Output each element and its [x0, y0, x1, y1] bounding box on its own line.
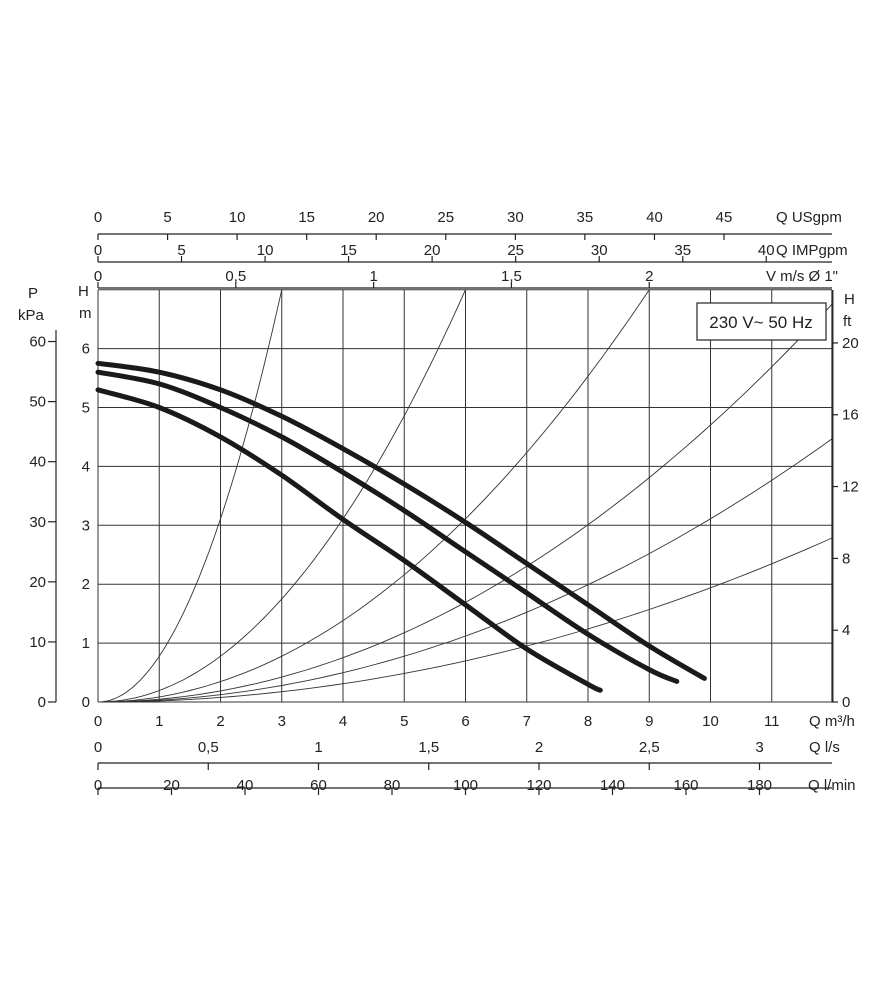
velocity-axis-tick-label: 1 [369, 268, 377, 285]
usgpm-axis-tick-label: 30 [507, 209, 524, 226]
x-tick-label: 5 [400, 713, 408, 730]
pressure-axis-label-unit: kPa [18, 307, 45, 324]
lmin-axis-tick-label: 40 [237, 777, 254, 794]
impgpm-axis-label: Q IMPgpm [776, 242, 848, 259]
y-tick-label: 6 [82, 341, 90, 358]
usgpm-axis-tick-label: 20 [368, 209, 385, 226]
feet-axis-label-h: H [844, 291, 855, 308]
lmin-axis-tick-label: 20 [163, 777, 180, 794]
usgpm-axis-tick-label: 45 [716, 209, 733, 226]
x-tick-label: 8 [584, 713, 592, 730]
impgpm-axis-tick-label: 40 [758, 242, 775, 259]
lmin-axis-tick-label: 140 [600, 777, 625, 794]
y-axis-label-h: H [78, 283, 89, 300]
impgpm-axis-tick-label: 10 [257, 242, 274, 259]
ls-axis-tick-label: 1 [314, 739, 322, 756]
x-tick-label: 3 [278, 713, 286, 730]
impgpm-axis-tick-label: 5 [177, 242, 185, 259]
usgpm-axis-label: Q USgpm [776, 209, 842, 226]
y-tick-label: 2 [82, 576, 90, 593]
usgpm-axis-tick-label: 0 [94, 209, 102, 226]
pressure-tick-label: 20 [29, 574, 46, 591]
usgpm-axis-tick-label: 15 [298, 209, 315, 226]
x-tick-label: 10 [702, 713, 719, 730]
pressure-tick-label: 0 [38, 694, 46, 711]
ls-axis-tick-label: 0,5 [198, 739, 219, 756]
performance-curve-2 [95, 369, 680, 684]
x-tick-label: 6 [461, 713, 469, 730]
usgpm-axis-tick-label: 40 [646, 209, 663, 226]
y-tick-label: 0 [82, 694, 90, 711]
x-tick-label: 11 [764, 713, 780, 730]
feet-tick-label: 20 [842, 335, 859, 352]
system-curve [97, 289, 283, 703]
lmin-axis-tick-label: 100 [453, 777, 478, 794]
x-axis-label: Q m³/h [809, 713, 855, 730]
ls-axis-label: Q l/s [809, 739, 840, 756]
ls-axis-tick-label: 1,5 [418, 739, 439, 756]
velocity-axis-tick-label: 1,5 [501, 268, 522, 285]
pressure-tick-label: 60 [29, 334, 46, 351]
annotation-text: 230 V~ 50 Hz [709, 313, 813, 332]
pressure-tick-label: 30 [29, 514, 46, 531]
grid [97, 289, 834, 703]
feet-tick-label: 0 [842, 694, 850, 711]
ls-axis-tick-label: 0 [94, 739, 102, 756]
usgpm-axis-tick-label: 5 [163, 209, 171, 226]
impgpm-axis-tick-label: 0 [94, 242, 102, 259]
axes: 0 1 2 3 4 5 6 7 8 9 10 11 Q m³/h0123456Hm01020304050… [18, 209, 859, 795]
feet-tick-label: 4 [842, 622, 850, 639]
pressure-tick-label: 40 [29, 454, 46, 471]
system-curve [97, 289, 466, 703]
feet-axis-label-unit: ft [843, 313, 852, 330]
velocity-axis-label: V m/s Ø 1" [766, 268, 838, 285]
impgpm-axis-tick-label: 30 [591, 242, 608, 259]
y-tick-label: 3 [82, 517, 90, 534]
ls-axis-tick-label: 2 [535, 739, 543, 756]
lmin-axis-tick-label: 80 [384, 777, 401, 794]
usgpm-axis-tick-label: 25 [437, 209, 454, 226]
impgpm-axis-tick-label: 35 [674, 242, 691, 259]
frequency-annotation: 230 V~ 50 Hz [696, 302, 827, 341]
impgpm-axis-tick-label: 15 [340, 242, 357, 259]
lmin-axis-tick-label: 120 [526, 777, 551, 794]
usgpm-axis-tick-label: 35 [577, 209, 594, 226]
y-tick-label: 5 [82, 400, 90, 417]
pressure-axis-label-p: P [28, 285, 38, 302]
x-tick-label: 0 [94, 713, 102, 730]
impgpm-axis-tick-label: 25 [507, 242, 524, 259]
performance-curve-3 [95, 387, 603, 693]
pressure-tick-label: 50 [29, 394, 46, 411]
lmin-axis-tick-label: 0 [94, 777, 102, 794]
system-curve [97, 289, 650, 703]
lmin-axis-label: Q l/min [808, 777, 856, 794]
x-tick-label: 7 [523, 713, 531, 730]
feet-tick-label: 8 [842, 550, 850, 567]
system-curve [98, 537, 834, 703]
usgpm-axis-tick-label: 10 [229, 209, 246, 226]
y-axis-label-m: m [79, 305, 92, 322]
performance-curves [95, 360, 707, 693]
impgpm-axis-tick-label: 20 [424, 242, 441, 259]
y-tick-label: 1 [82, 635, 90, 652]
x-tick-label: 9 [645, 713, 653, 730]
y-tick-label: 4 [82, 458, 90, 475]
system-curve [97, 437, 834, 703]
lmin-axis-tick-label: 160 [673, 777, 698, 794]
lmin-axis-tick-label: 60 [310, 777, 327, 794]
ls-axis-tick-label: 2,5 [639, 739, 660, 756]
x-tick-label: 1 [155, 713, 163, 730]
x-tick-label: 4 [339, 713, 347, 730]
velocity-axis-tick-label: 2 [645, 268, 653, 285]
ls-axis-tick-label: 3 [755, 739, 763, 756]
velocity-axis-tick-label: 0 [94, 268, 102, 285]
velocity-axis-tick-label: 0,5 [225, 268, 246, 285]
pressure-tick-label: 10 [29, 634, 46, 651]
lmin-axis-tick-label: 180 [747, 777, 772, 794]
x-tick-label: 2 [216, 713, 224, 730]
feet-tick-label: 16 [842, 407, 859, 424]
feet-tick-label: 12 [842, 479, 859, 496]
performance-curve-1 [95, 360, 707, 681]
